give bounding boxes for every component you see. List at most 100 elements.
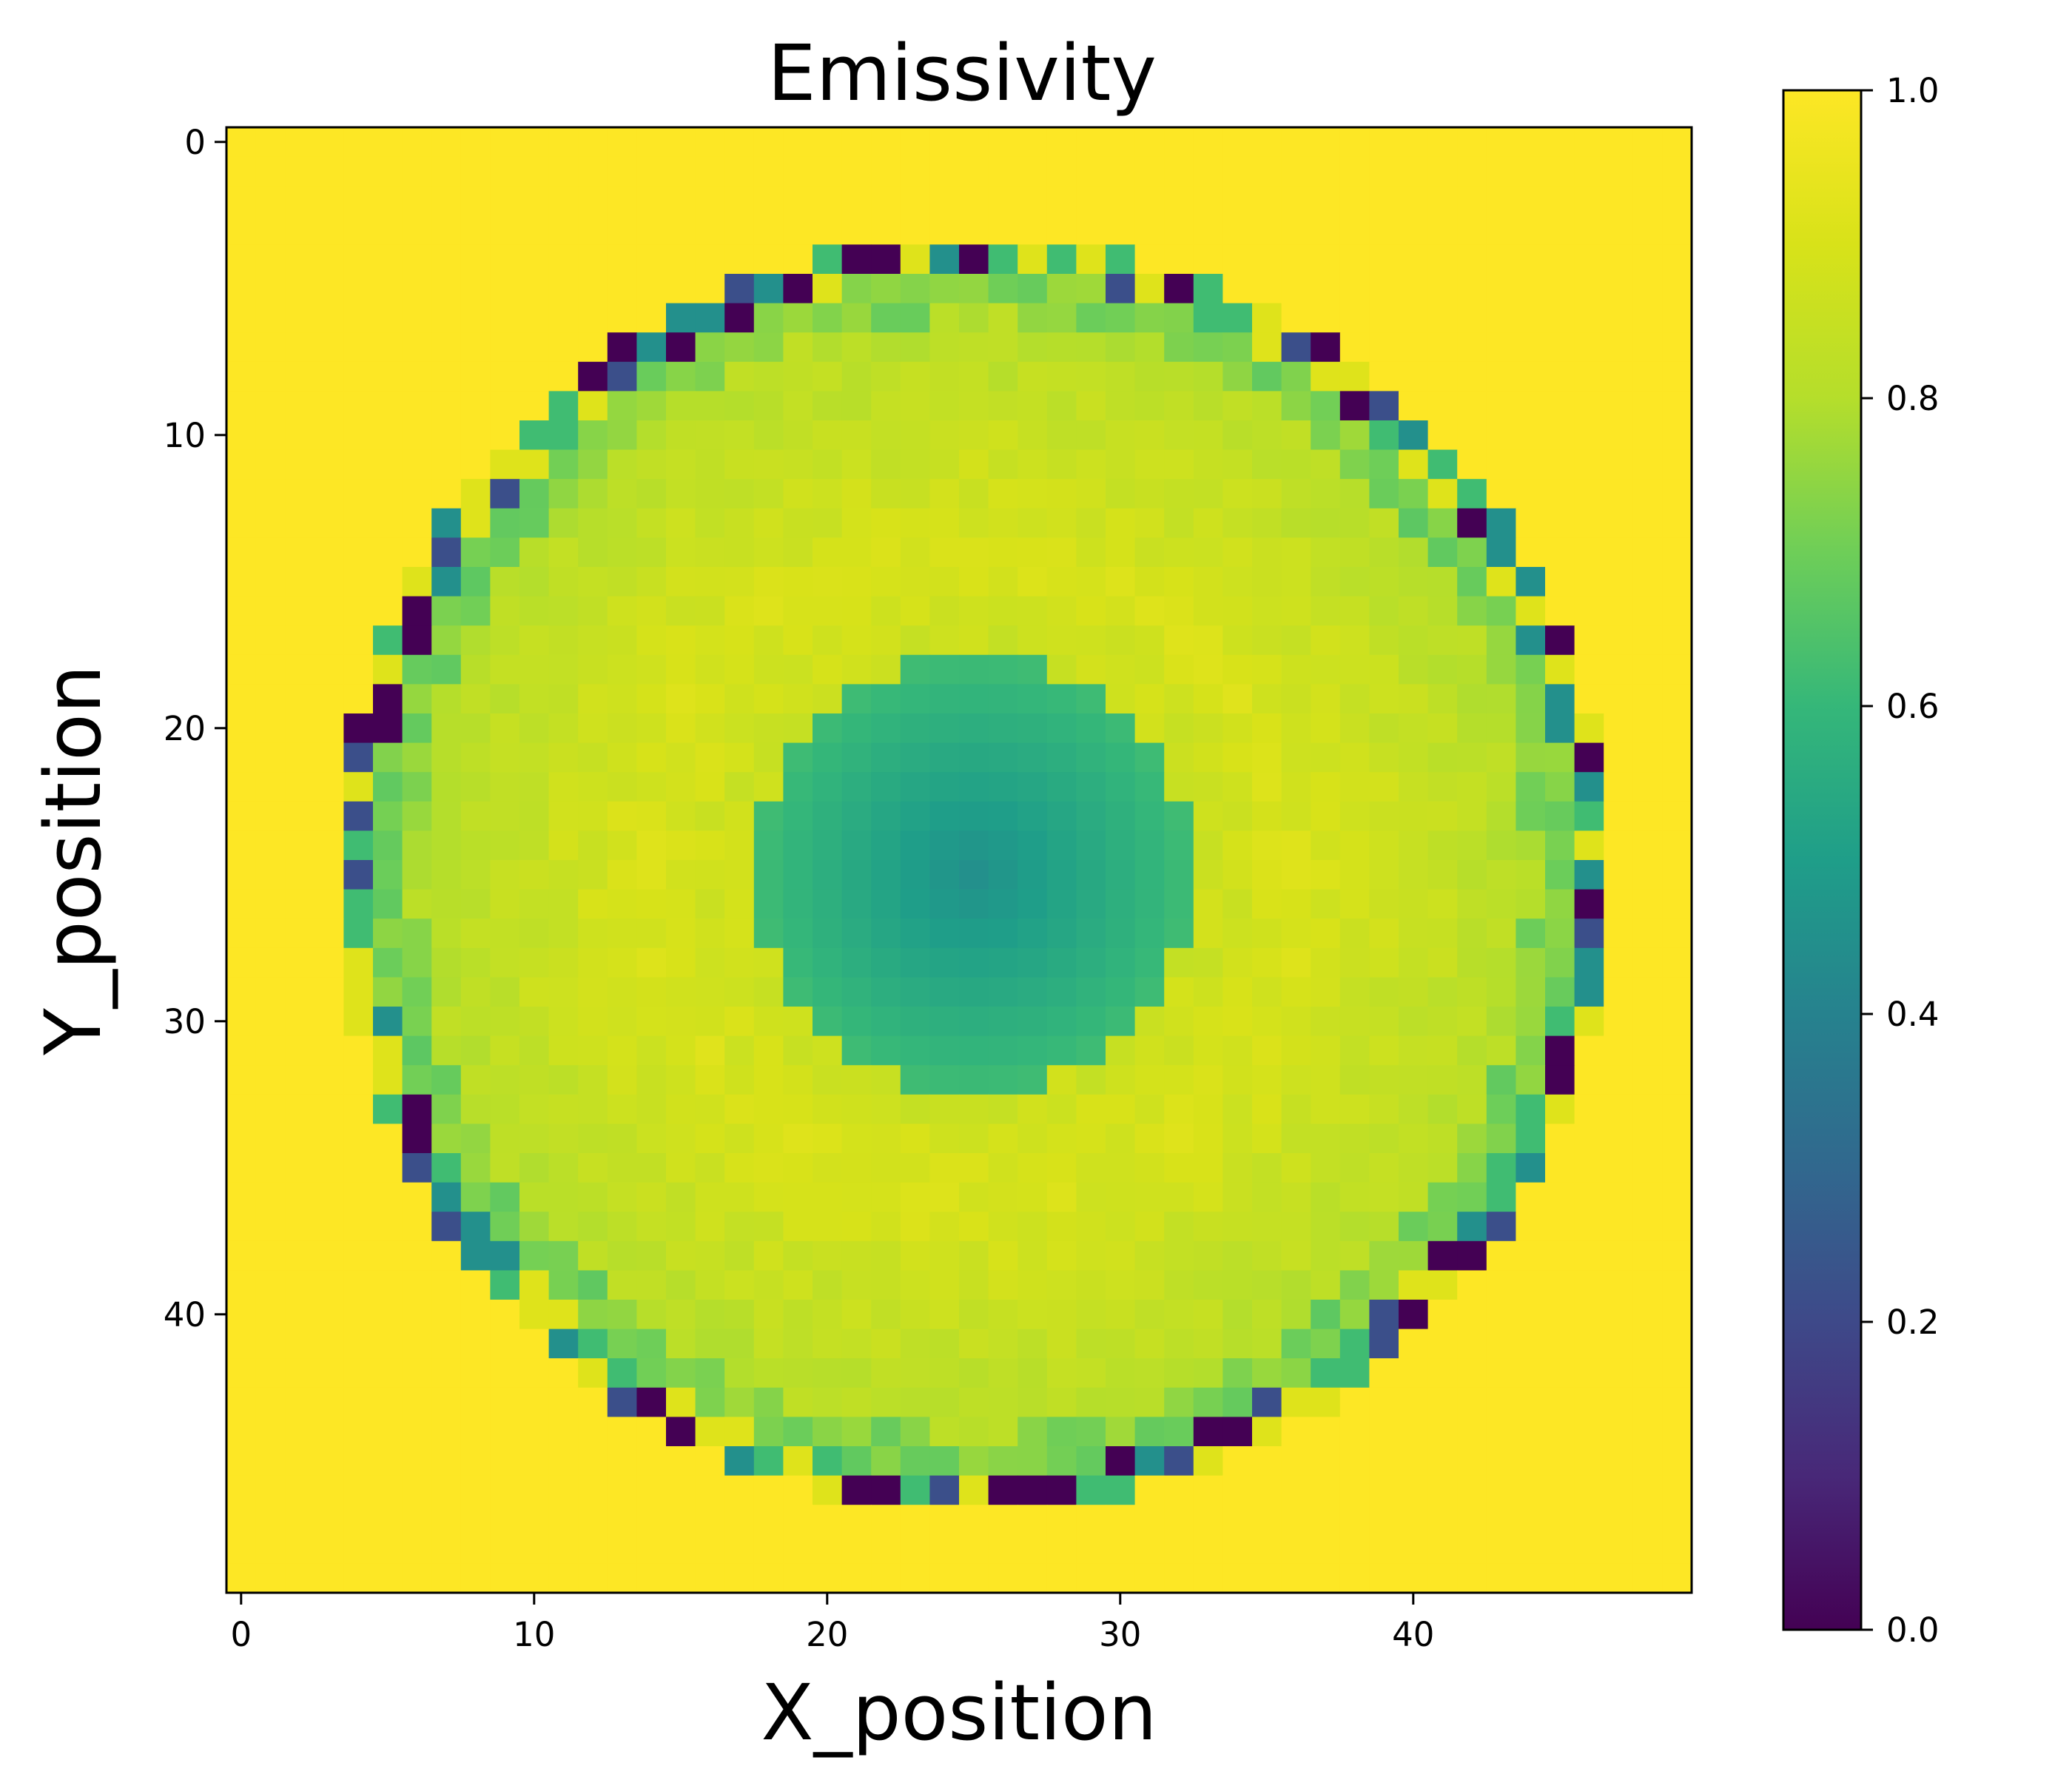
heatmap-cell <box>226 1475 257 1505</box>
heatmap-cell <box>753 889 784 919</box>
heatmap-cell <box>548 1505 579 1535</box>
heatmap-cell <box>1018 772 1048 802</box>
heatmap-cell <box>1516 1240 1546 1271</box>
heatmap-cell <box>519 361 550 392</box>
heatmap-cell <box>929 1534 960 1564</box>
heatmap-cell <box>695 977 725 1007</box>
heatmap-cell <box>1164 215 1194 245</box>
heatmap-cell <box>1252 742 1282 773</box>
heatmap-cell <box>1632 860 1663 890</box>
heatmap-cell <box>1574 186 1604 216</box>
heatmap-cell <box>841 1094 872 1124</box>
heatmap-cell <box>988 1124 1018 1154</box>
heatmap-cell <box>519 830 550 861</box>
heatmap-cell <box>285 1475 315 1505</box>
heatmap-cell <box>753 947 784 978</box>
heatmap-cell <box>1369 186 1399 216</box>
heatmap-cell <box>1106 361 1136 392</box>
heatmap-cell <box>285 654 315 685</box>
heatmap-cell <box>373 1417 403 1447</box>
heatmap-cell <box>1662 567 1692 597</box>
heatmap-cell <box>1018 303 1048 333</box>
heatmap-cell <box>255 303 286 333</box>
heatmap-cell <box>1018 1094 1048 1124</box>
heatmap-cell <box>373 742 403 773</box>
heatmap-cell <box>460 713 491 744</box>
heatmap-cell <box>490 186 520 216</box>
heatmap-cell <box>1164 186 1194 216</box>
heatmap-cell <box>1574 537 1604 568</box>
heatmap-cell <box>666 361 696 392</box>
heatmap-cell <box>1457 479 1487 509</box>
heatmap-cell <box>255 918 286 949</box>
heatmap-cell <box>900 1007 930 1037</box>
heatmap-cell <box>1193 361 1223 392</box>
heatmap-cell <box>1311 186 1341 216</box>
x-axis-ticks: 0 10 20 30 40 <box>230 1593 1434 1654</box>
heatmap-cell <box>607 449 637 480</box>
heatmap-cell <box>1457 127 1487 158</box>
heatmap-cell <box>343 1270 374 1300</box>
heatmap-cell <box>431 1446 462 1477</box>
heatmap-cell <box>607 1446 637 1477</box>
heatmap-cell <box>1486 977 1516 1007</box>
heatmap-cell <box>431 947 462 978</box>
heatmap-cell <box>1457 1182 1487 1212</box>
heatmap-cell <box>431 303 462 333</box>
heatmap-cell <box>1193 1035 1223 1066</box>
heatmap-cell <box>1252 1563 1282 1593</box>
heatmap-cell <box>959 684 989 714</box>
heatmap-cell <box>1339 1240 1370 1271</box>
heatmap-cell <box>929 1563 960 1593</box>
heatmap-cell <box>226 186 257 216</box>
heatmap-cell <box>1134 303 1165 333</box>
heatmap-cell <box>959 1563 989 1593</box>
heatmap-cell <box>1193 1446 1223 1477</box>
heatmap-cell <box>959 244 989 275</box>
heatmap-cell <box>1018 1270 1048 1300</box>
heatmap-cell <box>548 186 579 216</box>
heatmap-cell <box>1339 596 1370 626</box>
heatmap-cell <box>1574 303 1604 333</box>
heatmap-cell <box>1164 449 1194 480</box>
heatmap-cell <box>519 1240 550 1271</box>
heatmap-cell <box>314 1329 344 1359</box>
heatmap-cell <box>1222 508 1253 538</box>
heatmap-cell <box>519 1124 550 1154</box>
heatmap-cell <box>1574 684 1604 714</box>
heatmap-cell <box>1632 947 1663 978</box>
heatmap-cell <box>314 742 344 773</box>
heatmap-cell <box>1457 889 1487 919</box>
heatmap-cell <box>431 420 462 451</box>
heatmap-cell <box>1106 1270 1136 1300</box>
heatmap-cell <box>1164 1505 1194 1535</box>
heatmap-cell <box>724 654 755 685</box>
heatmap-cell <box>1427 1417 1458 1447</box>
heatmap-cell <box>1222 889 1253 919</box>
heatmap-cell <box>343 977 374 1007</box>
heatmap-cell <box>373 1182 403 1212</box>
heatmap-cell <box>695 713 725 744</box>
heatmap-cell <box>753 127 784 158</box>
heatmap-cell <box>460 508 491 538</box>
heatmap-cell <box>929 1124 960 1154</box>
heatmap-cell <box>1486 567 1516 597</box>
heatmap-cell <box>666 801 696 831</box>
heatmap-cell <box>255 449 286 480</box>
heatmap-cell <box>1369 420 1399 451</box>
heatmap-cell <box>1339 391 1370 421</box>
heatmap-cell <box>343 1094 374 1124</box>
heatmap-cell <box>1662 127 1692 158</box>
heatmap-cell <box>607 1240 637 1271</box>
heatmap-cell <box>783 215 813 245</box>
heatmap-cell <box>1604 1505 1634 1535</box>
heatmap-cell <box>519 1358 550 1388</box>
heatmap-cell <box>1252 1417 1282 1447</box>
heatmap-cell <box>1427 449 1458 480</box>
heatmap-cell <box>900 1153 930 1183</box>
heatmap-cell <box>1604 1065 1634 1095</box>
heatmap-cell <box>314 449 344 480</box>
heatmap-cell <box>226 1212 257 1242</box>
heatmap-cell <box>959 1300 989 1330</box>
heatmap-cell <box>1369 1563 1399 1593</box>
